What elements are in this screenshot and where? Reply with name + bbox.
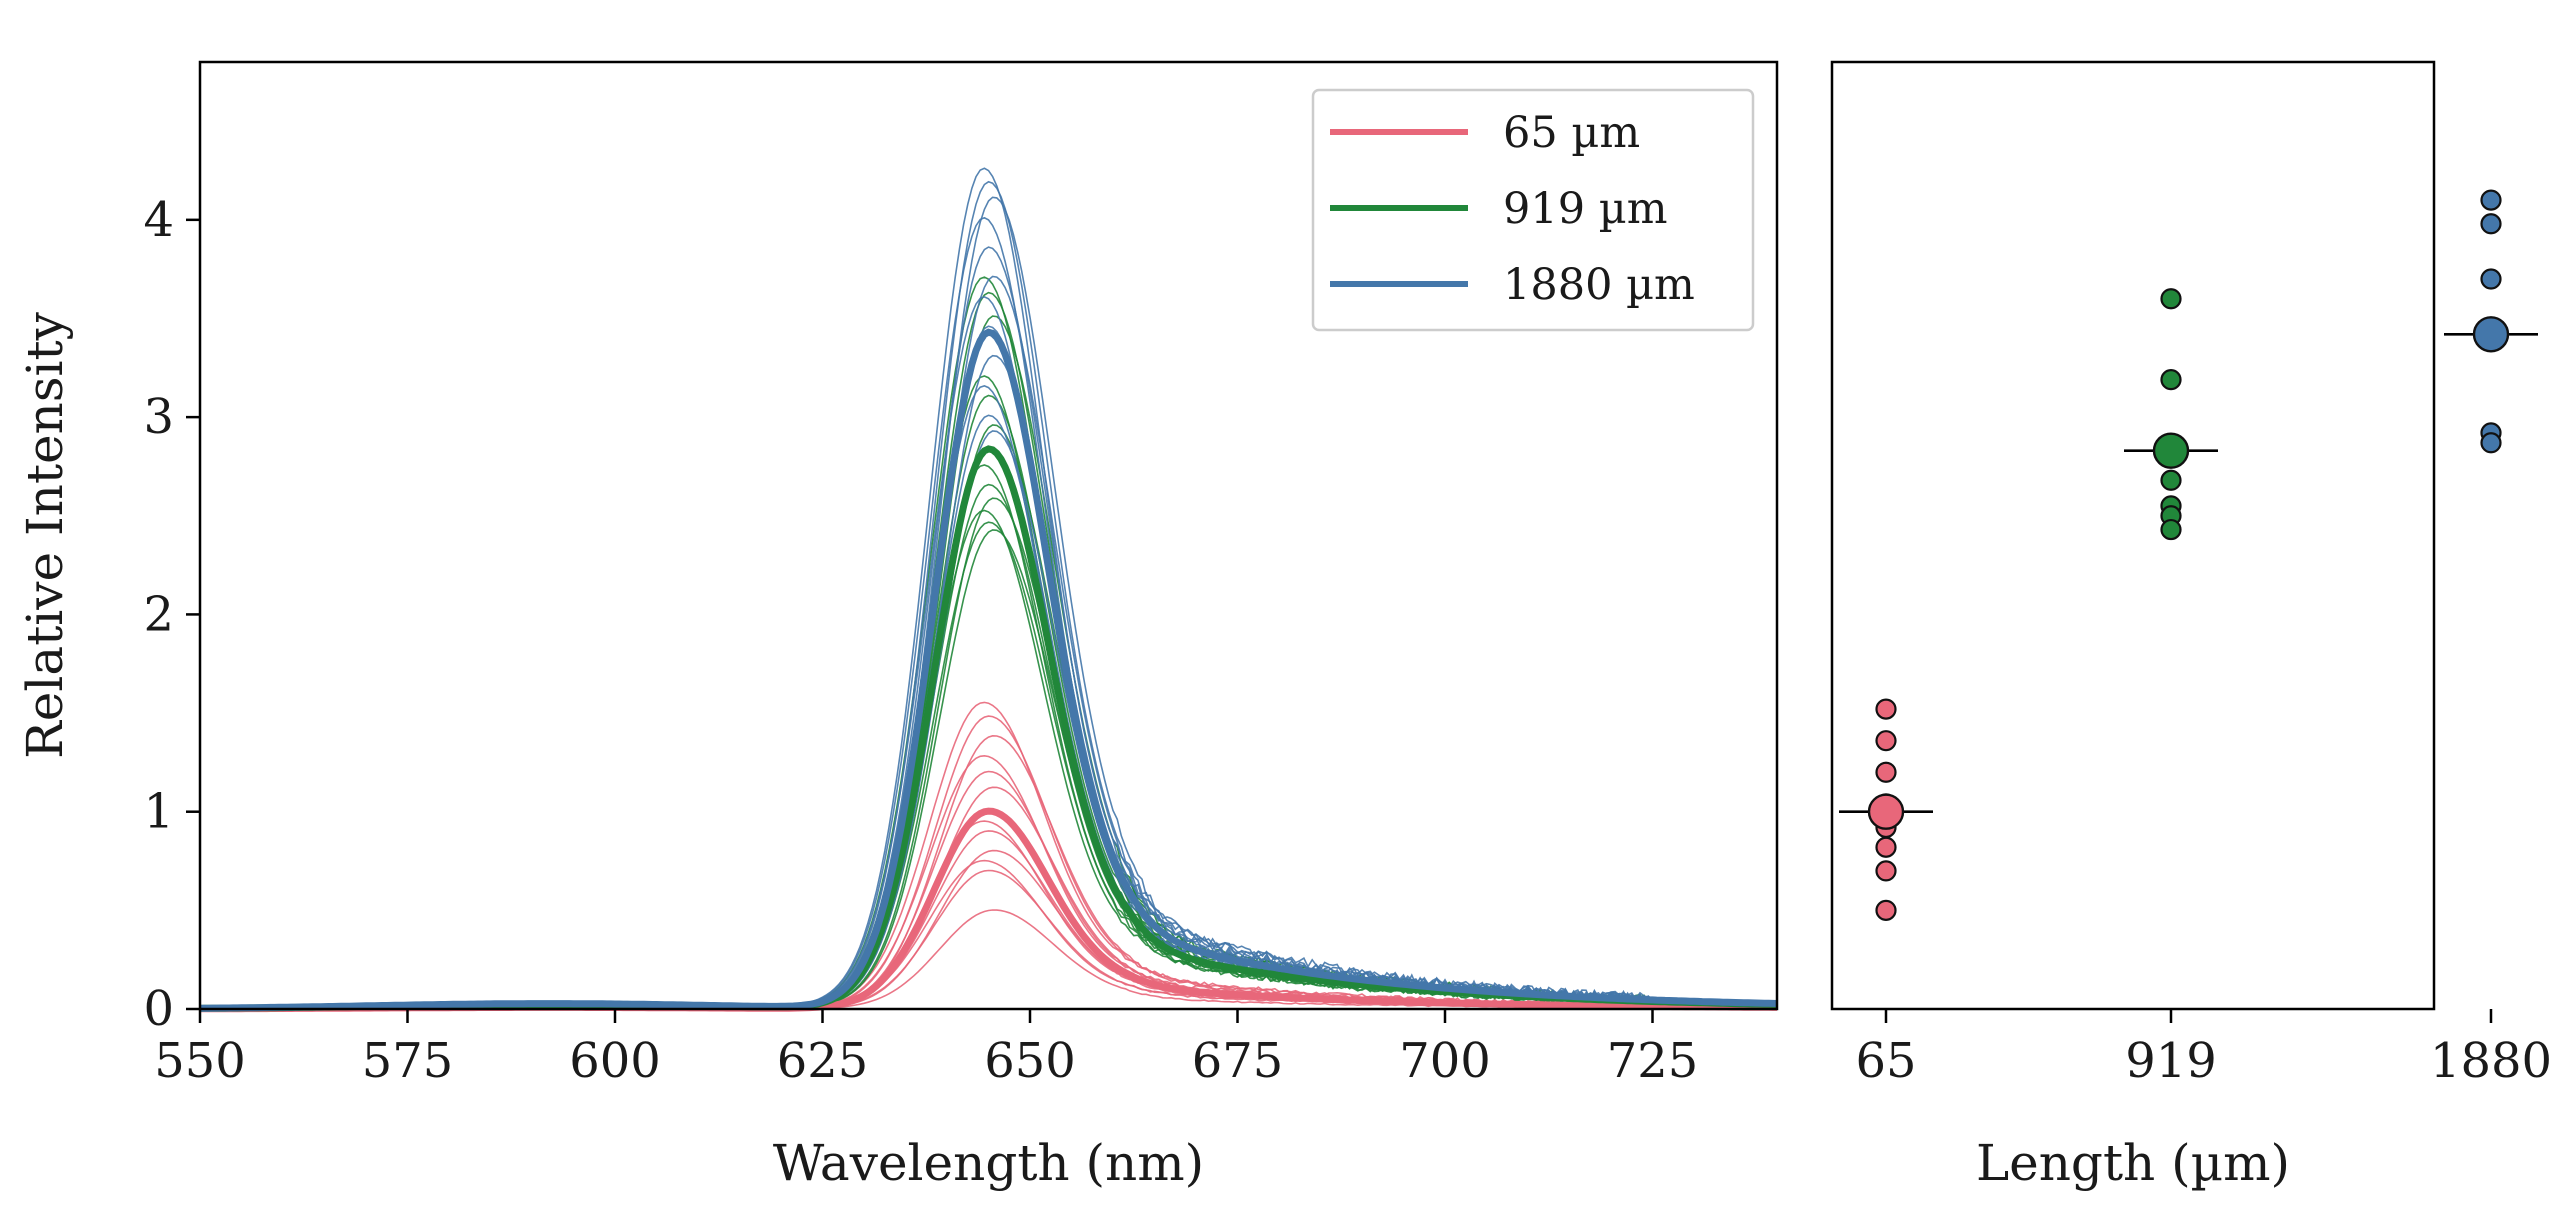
scatter-point	[1875, 860, 1897, 882]
spectrum-replicate-line	[199, 521, 1777, 1010]
legend-label-1880um: 1880 µm	[1503, 260, 1695, 310]
scatter-point	[1875, 836, 1897, 858]
x-tick-label: 725	[1607, 1033, 1699, 1089]
spectrum-replicate-line	[200, 770, 1778, 1010]
spectrum-replicate-line	[200, 414, 1778, 1010]
legend-label-65um: 65 µm	[1503, 108, 1640, 158]
scatter-point	[2480, 213, 2502, 235]
scatter-point	[2480, 268, 2502, 290]
x-tick-label: 550	[154, 1033, 246, 1089]
x-tick-label: 700	[1399, 1033, 1491, 1089]
spectrum-replicate-line	[200, 375, 1777, 1010]
category-tick-label: 65	[1855, 1033, 1916, 1089]
x-tick-label: 675	[1192, 1033, 1284, 1089]
spectrum-replicate-line	[200, 859, 1777, 1010]
y-tick-label: 4	[143, 192, 174, 248]
scatter-point	[1875, 698, 1897, 720]
y-tick-label: 1	[143, 784, 174, 840]
spectrum-replicate-line	[200, 754, 1777, 1010]
scatter-axis-ticks: 65 919 1880	[1855, 1009, 2552, 1089]
scatter-point	[1875, 761, 1897, 783]
spectrum-mean-line	[200, 328, 1778, 1012]
spectrum-replicate-line	[200, 296, 1778, 1009]
scatter-x-axis-label: Length (µm)	[1976, 1134, 2290, 1192]
scatter-point	[1875, 899, 1897, 921]
y-tick-label: 3	[143, 389, 174, 445]
legend-label-919um: 919 µm	[1503, 184, 1667, 234]
legend: 65 µm 919 µm 1880 µm	[1311, 88, 1755, 332]
x-tick-label: 575	[362, 1033, 454, 1089]
spectrum-y-axis-label: Relative Intensity	[16, 311, 74, 758]
spectrum-plot: 550 575 600 625 650 675 700 725 0 1 2 3 4 Wavelength…	[16, 60, 1779, 1192]
peak-scatter-plot: 65 919 1880 Length (µm)	[1830, 60, 2552, 1192]
scatter-plot-frame	[1830, 60, 2436, 1011]
scatter-point	[2160, 469, 2182, 491]
spectrum-replicate-line	[200, 830, 1777, 1010]
y-tick-label: 0	[143, 981, 174, 1037]
spectrum-replicate-line	[200, 497, 1777, 1010]
spectrum-replicate-line	[200, 385, 1778, 1010]
spectrum-plot-frame	[198, 60, 1779, 1011]
spectrum-replicate-line	[199, 275, 1778, 1009]
spectrum-replicate-line	[200, 715, 1777, 1010]
legend-box	[1311, 88, 1755, 332]
spectrum-replicate-line	[200, 509, 1777, 1010]
spectrum-replicate-line	[200, 315, 1778, 1009]
spectrum-replicate-line	[200, 849, 1777, 1010]
category-tick-label: 1880	[2430, 1033, 2552, 1089]
scatter-point	[2480, 432, 2502, 454]
scatter-point	[1875, 730, 1897, 752]
y-tick-label: 2	[143, 586, 174, 642]
scatter-point	[2160, 288, 2182, 310]
spectrum-replicate-line	[199, 701, 1777, 1010]
x-tick-label: 600	[569, 1033, 661, 1089]
mean-point	[2152, 432, 2190, 469]
category-tick-label: 919	[2125, 1033, 2217, 1089]
x-tick-label: 650	[984, 1033, 1076, 1089]
spectrum-replicate-line	[200, 483, 1777, 1010]
spectrum-axis-ticks: 550 575 600 625 650 675 700 725 0 1 2 3 4	[143, 192, 1698, 1089]
mean-point	[1867, 793, 1905, 830]
scatter-point	[2160, 369, 2182, 391]
spectrum-replicate-line	[199, 786, 1777, 1010]
peak-scatter-points	[1839, 189, 2538, 921]
scatter-point	[2160, 518, 2182, 541]
spectrum-replicate-line	[200, 216, 1778, 1009]
spectrum-replicate-line	[200, 246, 1778, 1009]
mean-point	[2472, 316, 2510, 353]
spectrum-replicate-line	[200, 734, 1778, 1010]
scatter-point	[2480, 189, 2502, 211]
spectrum-x-axis-label: Wavelength (nm)	[773, 1134, 1204, 1192]
x-tick-label: 625	[777, 1033, 869, 1089]
spectrum-replicate-line	[199, 430, 1778, 1010]
spectrum-replicate-line	[200, 820, 1778, 1010]
spectrum-replicate-line	[200, 394, 1778, 1010]
spectrum-replicate-line	[199, 529, 1778, 1010]
spectrum-replicate-line	[200, 291, 1778, 1009]
